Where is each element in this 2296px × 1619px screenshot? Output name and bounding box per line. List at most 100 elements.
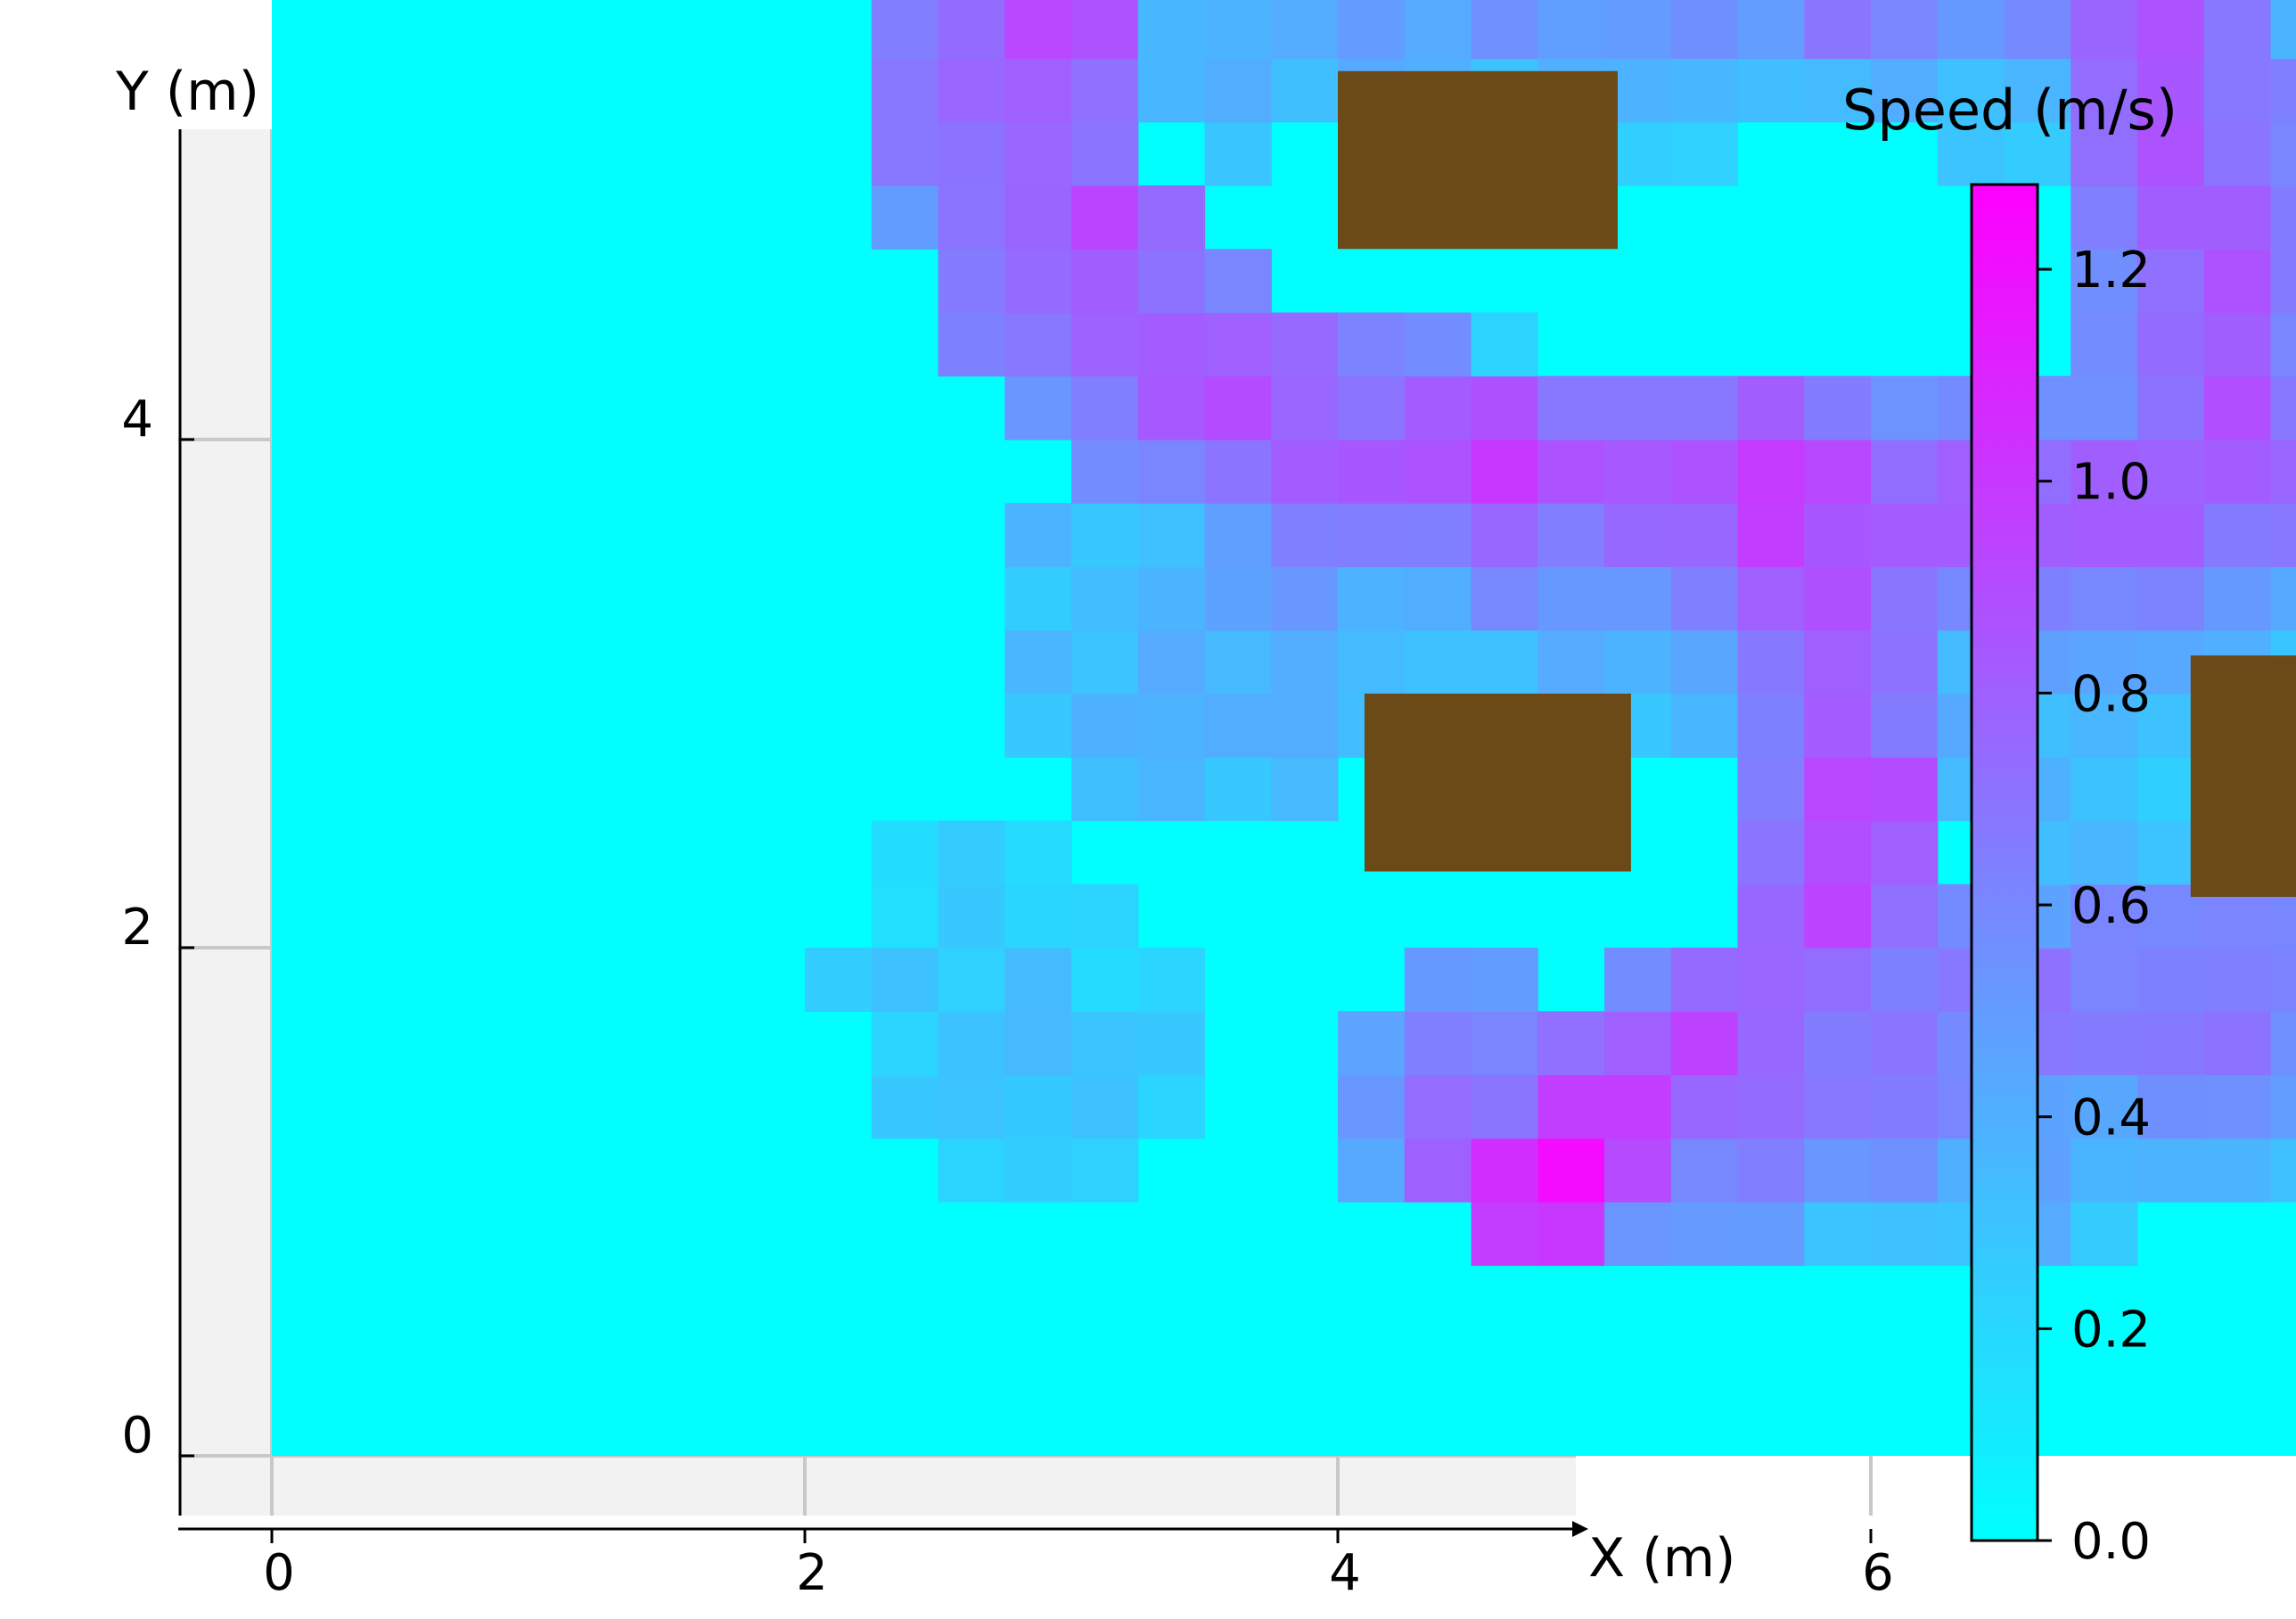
heat-cell [1404, 566, 1472, 631]
heat-cell [1004, 503, 1072, 568]
heat-cell [938, 312, 1005, 377]
heat-cell [871, 1011, 939, 1076]
heat-cell [1338, 1138, 1406, 1203]
colorbar-tick-label: 0.6 [2071, 877, 2151, 935]
heat-cell [938, 1074, 1005, 1139]
heat-cell [2203, 566, 2272, 631]
heat-cell [1737, 629, 1805, 694]
heat-cell [2004, 58, 2071, 123]
heat-cell [871, 1074, 939, 1139]
heat-cell [1670, 58, 1739, 123]
heat-cell [1471, 1202, 1538, 1266]
heat-cell [1137, 948, 1206, 1012]
heat-cell [1004, 312, 1072, 377]
heat-cell [1071, 375, 1139, 440]
heat-cell [1471, 375, 1538, 440]
heat-cell [1204, 566, 1272, 631]
heat-cell [1538, 1138, 1605, 1203]
heat-cell [1338, 312, 1406, 377]
heat-cell [1804, 58, 1872, 123]
heat-cell [1804, 629, 1872, 694]
heat-cell [1471, 312, 1538, 377]
obstacle [2190, 655, 2296, 897]
heat-cell [1737, 1138, 1805, 1203]
heat-cell [2004, 121, 2071, 186]
heat-cell [1670, 694, 1739, 758]
heat-cell [1404, 948, 1472, 1012]
heat-cell [1804, 820, 1872, 885]
heat-cell [1071, 249, 1139, 314]
heat-cell [1271, 503, 1339, 568]
heat-cell [1071, 0, 1139, 60]
heat-cell [1670, 566, 1739, 631]
heat-cell [938, 820, 1005, 885]
colorbar-tick-label: 1.0 [2071, 454, 2151, 512]
obstacle [1338, 70, 1618, 250]
heat-cell [1737, 883, 1805, 949]
heat-cell [1670, 629, 1739, 694]
heat-cell [1137, 1074, 1206, 1139]
heat-cell [1471, 503, 1538, 568]
heat-cell [1071, 566, 1139, 631]
heat-cell [1004, 185, 1072, 250]
heat-cell [1871, 440, 1939, 504]
speed-field [272, 0, 2296, 1456]
heat-cell [1604, 1138, 1672, 1203]
heat-cell [2203, 185, 2272, 250]
heat-cell [2137, 249, 2205, 314]
heat-cell [2270, 121, 2296, 186]
heat-cell [2070, 694, 2138, 758]
heat-cell [871, 121, 939, 186]
heat-cell [1670, 375, 1739, 440]
heat-cell [2070, 249, 2138, 314]
heat-cell [1071, 948, 1139, 1012]
heat-cell [2070, 503, 2138, 568]
heat-cell [2137, 503, 2205, 568]
heat-cell [2270, 375, 2296, 440]
heat-cell [1538, 1074, 1605, 1139]
obstacles [1338, 70, 2296, 897]
heat-cell [2270, 0, 2296, 60]
heat-cell [1404, 375, 1472, 440]
heat-cell [2070, 0, 2138, 60]
heat-cell [2137, 121, 2205, 186]
heat-cell [1670, 440, 1739, 504]
heat-cell [938, 0, 1005, 60]
x-ticks: 02468 [263, 1529, 1894, 1602]
heat-cell [1804, 948, 1872, 1012]
heat-cell [1004, 694, 1072, 758]
heat-cell [1004, 375, 1072, 440]
heat-cell [2070, 185, 2138, 250]
heat-cell [2270, 249, 2296, 314]
heat-cell [2070, 629, 2138, 694]
heat-cell [1137, 58, 1206, 123]
heat-cell [1871, 629, 1939, 694]
heat-cell [1204, 629, 1272, 694]
heat-cell [1004, 1011, 1072, 1076]
heat-cell [2070, 948, 2138, 1012]
heat-cell [1670, 948, 1739, 1012]
heat-cell [1670, 1138, 1739, 1203]
heat-cell [1871, 1011, 1939, 1076]
heat-cell [938, 948, 1005, 1012]
heat-cell [1204, 312, 1272, 377]
heat-cell [1804, 1074, 1872, 1139]
heat-cell [1404, 1011, 1472, 1076]
heat-cell [1071, 629, 1139, 694]
heat-cell [1670, 1074, 1739, 1139]
heat-cell [1137, 629, 1206, 694]
heat-cell [1604, 1011, 1672, 1076]
heat-cell [1004, 820, 1072, 885]
heat-cell [1538, 1202, 1605, 1266]
heat-cell [1538, 0, 1605, 60]
heat-cell [2203, 0, 2272, 60]
heat-cell [1137, 375, 1206, 440]
heat-cell [2137, 185, 2205, 250]
heat-cell [2270, 948, 2296, 1012]
heat-cell [2270, 185, 2296, 250]
x-tick-label: 6 [1862, 1544, 1894, 1602]
heat-cell [1670, 1011, 1739, 1076]
heat-cell [1871, 883, 1939, 949]
heat-cell [1471, 948, 1538, 1012]
colorbar-ticks: 0.0 0.2 0.4 0.6 0.8 1.0 1.2 [2038, 242, 2151, 1571]
